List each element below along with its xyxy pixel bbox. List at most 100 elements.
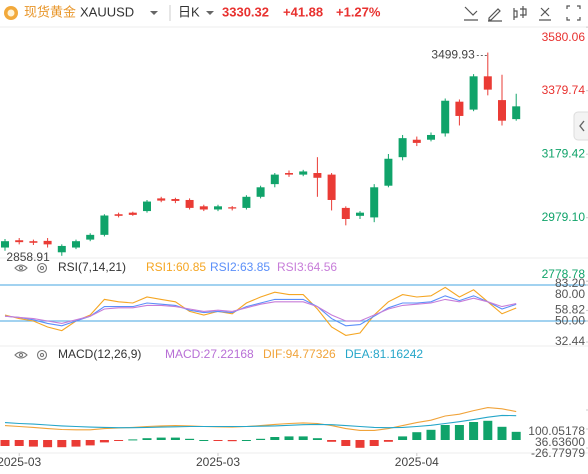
y-tick-label: 3379.74 — [542, 83, 586, 97]
macd-bar — [185, 438, 195, 440]
low-label: 2858.91 — [6, 250, 50, 264]
macd-bar — [170, 437, 180, 440]
candle-body — [384, 158, 393, 186]
candle-body — [185, 199, 194, 208]
rsi-line — [4, 286, 517, 336]
candle-body — [370, 187, 379, 218]
candle-body — [242, 196, 251, 208]
gear-icon[interactable] — [36, 262, 48, 274]
candle-body — [72, 241, 80, 248]
high-label: 3499.93 — [431, 48, 475, 62]
rsi-title: RSI(7,14,21) — [58, 260, 126, 274]
candle-body — [57, 245, 66, 253]
macd-bar — [227, 440, 237, 442]
tool-icon[interactable] — [464, 6, 478, 21]
macd-bar — [327, 440, 337, 442]
macd-bar — [298, 436, 308, 440]
y-tick-label: 2979.10 — [542, 210, 586, 224]
change: +41.88 — [283, 4, 323, 19]
period[interactable]: 日K — [178, 4, 200, 19]
legend-label: DEA:81.16242 — [345, 347, 423, 361]
candle-body — [341, 207, 350, 219]
candle-body — [157, 198, 166, 201]
indicator-icon[interactable] — [513, 6, 527, 20]
gear-icon[interactable] — [36, 349, 48, 361]
candle-body — [228, 207, 237, 209]
candle-body — [498, 100, 506, 121]
candle-body — [469, 76, 478, 110]
y-tick-label: 3179.42 — [542, 146, 586, 160]
y-tick-label: 83.20 — [555, 276, 585, 290]
y-tick-label: 36.63600 — [535, 435, 585, 449]
macd-bar — [369, 440, 379, 446]
candle-body — [114, 214, 123, 216]
eye-icon[interactable] — [14, 264, 28, 272]
macd-line — [4, 414, 517, 429]
y-tick-label: 58.82 — [555, 303, 585, 317]
macd-bar — [99, 440, 109, 443]
settings-icon[interactable] — [539, 7, 551, 21]
macd-bar — [440, 425, 450, 440]
candle-body — [1, 241, 9, 248]
macd-bar — [511, 431, 521, 440]
macd-bar — [114, 440, 124, 441]
instrument-name: 现货黄金 — [24, 4, 76, 19]
legend-label: RSI1:60.85 — [146, 260, 206, 274]
eye-icon[interactable] — [14, 351, 28, 359]
change-pct: +1.27% — [336, 4, 381, 19]
macd-bar — [71, 440, 81, 447]
y-tick-label: 32.44 — [555, 334, 585, 348]
candle-body — [100, 215, 109, 235]
x-tick-label: 2025-03 — [0, 455, 42, 469]
y-tick-label: -26.77979 — [531, 446, 585, 460]
macd-bar — [28, 440, 38, 447]
candle-body — [313, 173, 322, 178]
macd-bar — [398, 436, 408, 440]
candle-body — [398, 138, 407, 158]
draw-icon[interactable] — [488, 8, 502, 22]
candle-body — [171, 199, 180, 201]
macd-bar — [57, 440, 67, 448]
candle-body — [86, 234, 95, 240]
candle-body — [143, 201, 151, 212]
candle-body — [214, 206, 222, 210]
macd-bar — [497, 426, 507, 440]
macd-bar — [383, 440, 393, 442]
symbol-dropdown[interactable] — [150, 11, 158, 15]
candle-body — [412, 139, 421, 143]
candle-body — [327, 174, 336, 200]
macd-bar — [14, 440, 24, 446]
candle-body — [270, 174, 279, 185]
legend-label: RSI3:64.56 — [277, 260, 337, 274]
y-tick-label: 2778.78 — [542, 267, 586, 281]
candle-body — [128, 212, 137, 215]
candle-body — [455, 101, 464, 116]
gear-icon-center — [39, 352, 45, 358]
candle-body — [427, 134, 435, 140]
x-tick-label: 2025-04 — [395, 455, 439, 469]
candle-body — [15, 240, 24, 243]
legend-label: DIF:94.77326 — [263, 347, 336, 361]
macd-bar — [270, 437, 280, 440]
side-tab[interactable] — [573, 111, 588, 141]
y-tick-label: 100.05178 — [528, 424, 585, 438]
symbol[interactable]: XAUUSD — [80, 4, 134, 19]
macd-bar — [128, 439, 138, 441]
macd-bar — [256, 438, 266, 440]
period-dropdown[interactable] — [206, 11, 214, 15]
candle-body — [43, 240, 52, 245]
macd-bar — [312, 438, 322, 440]
macd-bar — [156, 437, 166, 440]
macd-bar — [241, 440, 251, 441]
fullscreen-icon[interactable] — [566, 5, 581, 21]
candle-body — [285, 173, 293, 175]
gold-icon-inner — [7, 9, 15, 17]
macd-bar — [85, 440, 95, 446]
y-tick-label: 3580.06 — [542, 30, 586, 44]
y-tick-label: 80.00 — [555, 287, 585, 301]
candle-body — [29, 241, 38, 243]
side-tab-arrow — [579, 120, 585, 132]
macd-bar — [355, 440, 365, 448]
macd-bar — [483, 420, 493, 440]
